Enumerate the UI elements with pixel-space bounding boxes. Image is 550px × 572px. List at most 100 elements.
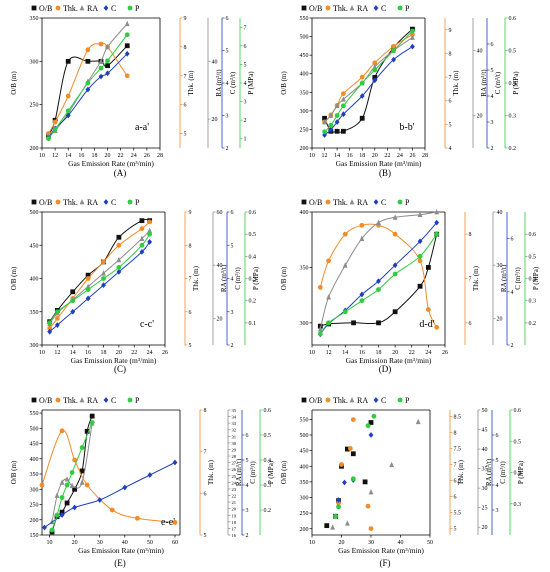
y-axis-title: RA (m³/t): [480, 69, 488, 97]
data-point: [65, 112, 71, 119]
y-tick-label: 25: [232, 474, 237, 479]
x-tick-label: 28: [422, 153, 428, 159]
data-point: [72, 486, 78, 492]
section-label: b-b': [399, 122, 414, 133]
data-point: [65, 58, 71, 64]
data-point: [334, 102, 340, 109]
data-point: [47, 320, 53, 326]
data-point: [350, 476, 356, 482]
y-axis-title: RA (m³/t): [215, 69, 223, 97]
y-tick-label: 5.5: [454, 511, 462, 517]
y-tick-label: 7.5: [454, 446, 462, 452]
y-tick-label: 3: [231, 310, 234, 316]
y-tick-label: 16: [232, 533, 237, 538]
data-point: [392, 262, 398, 269]
data-point: [89, 413, 95, 419]
legend-label: P: [405, 396, 410, 405]
data-point: [342, 231, 348, 237]
y-tick-label: 7: [204, 450, 207, 456]
y-axis-title: O/B (m): [10, 460, 18, 484]
x-tick-label: 18: [359, 153, 365, 159]
y-tick-label: 9: [184, 16, 187, 22]
legend-label: RA: [357, 198, 368, 207]
data-point: [79, 479, 85, 485]
legend-marker: [325, 199, 331, 205]
x-axis-label: Gas Emission Rate (m³/min): [71, 356, 157, 365]
y-axis-title: RA (m³/t): [500, 264, 508, 292]
y-tick-label: 350: [300, 480, 309, 486]
data-point: [84, 428, 90, 434]
y-tick-label: 4: [511, 290, 514, 296]
data-point: [345, 520, 350, 526]
y-tick-label: 8.5: [454, 414, 462, 420]
legend-label: Thk.: [63, 396, 78, 405]
x-tick-label: 10: [47, 540, 53, 546]
data-point: [391, 48, 397, 53]
y-axis-title: C (m³/t): [499, 461, 507, 484]
legend-marker: [55, 199, 61, 205]
y-tick-label: 35: [232, 408, 237, 413]
data-point: [340, 128, 346, 134]
y-tick-label: 0.4: [529, 277, 537, 283]
y-tick-label: 35: [482, 467, 488, 473]
y-tick-label: 200: [300, 146, 309, 152]
data-point: [139, 218, 145, 224]
y-tick-label: 450: [30, 442, 39, 448]
series-line: [319, 211, 437, 330]
y-tick-label: 30: [497, 263, 503, 269]
data-point: [147, 239, 153, 245]
y-axis-p: 0.2 0.3 0.4 0.5 0.6 P (MPa): [524, 212, 540, 345]
y-tick-label: 30: [232, 441, 237, 446]
legend-label: C: [111, 396, 116, 405]
y-tick-label: 0.2: [529, 321, 537, 327]
x-tick-label: 26: [442, 350, 448, 356]
x-tick-label: 60: [172, 540, 178, 546]
data-point: [417, 258, 423, 264]
data-point: [98, 65, 104, 71]
x-axis-label: Gas Emission Rate (m³/min): [338, 546, 424, 555]
y-tick-label: 30: [482, 486, 488, 492]
data-point: [417, 283, 423, 289]
y-axis-title: Thk. (m): [457, 459, 465, 485]
data-point: [340, 111, 346, 118]
y-axis-p: 0.2 0.3 0.4 0.5 0.6 P (MPa): [504, 16, 520, 152]
data-point: [98, 58, 104, 64]
data-point: [116, 242, 122, 248]
y-axis-thk: 5 6 7 8 9 Thk. (m): [184, 210, 200, 349]
legend-marker: [397, 199, 403, 205]
data-point: [359, 291, 365, 298]
y-axis-title: O/B (m): [280, 460, 288, 484]
y-axis-ob: 150 200 250 300 350 400 450 500 550 O/B (m): [10, 410, 43, 539]
legend-marker: [397, 397, 403, 403]
y-tick-label: 25: [482, 506, 488, 512]
data-point: [105, 70, 110, 77]
x-tick-label: 50: [427, 540, 433, 546]
y-tick-label: 350: [30, 310, 39, 316]
x-tick-label: 12: [326, 350, 332, 356]
data-point: [172, 520, 178, 525]
data-point: [124, 43, 130, 49]
legend-marker: [397, 5, 403, 11]
y-tick-label: 250: [300, 511, 309, 517]
data-point: [105, 63, 110, 69]
y-tick-label: 5: [496, 458, 499, 464]
data-point: [328, 112, 334, 118]
y-tick-label: 6: [226, 16, 229, 22]
data-point: [326, 320, 332, 326]
legend-marker: [79, 199, 85, 205]
data-point: [98, 41, 104, 47]
y-axis-ra: 20 40 60 RA (m³/t): [212, 210, 228, 345]
data-point: [371, 413, 377, 419]
y-tick-label: 450: [300, 53, 309, 59]
y-tick-label: 300: [300, 321, 309, 327]
x-tick-label: 24: [147, 350, 153, 356]
series-c: [47, 239, 153, 335]
series-c: [46, 50, 130, 142]
x-tick-label: 12: [322, 153, 328, 159]
data-point: [147, 219, 153, 225]
y-tick-label: 26: [232, 467, 237, 472]
data-point: [376, 278, 381, 285]
y-tick-label: 2: [231, 343, 234, 349]
y-tick-label: 300: [300, 496, 309, 502]
data-point: [317, 326, 323, 332]
